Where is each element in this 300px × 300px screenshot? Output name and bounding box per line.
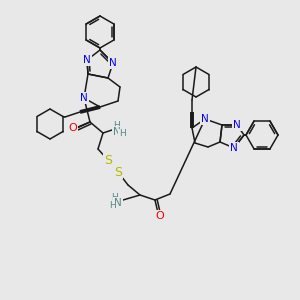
Text: S: S [104, 154, 112, 166]
Text: N: N [109, 58, 117, 68]
Text: O: O [69, 123, 77, 133]
Text: S: S [114, 166, 122, 178]
Text: O: O [156, 211, 164, 221]
Text: H: H [114, 122, 120, 130]
Text: N: N [113, 127, 121, 137]
Text: H: H [118, 130, 125, 139]
Text: N: N [233, 120, 241, 130]
Text: N: N [114, 198, 122, 208]
Text: N: N [201, 114, 209, 124]
Text: N: N [83, 55, 91, 65]
Text: H: H [112, 193, 118, 202]
Text: H: H [109, 202, 116, 211]
Text: N: N [80, 93, 88, 103]
Text: N: N [230, 143, 238, 153]
